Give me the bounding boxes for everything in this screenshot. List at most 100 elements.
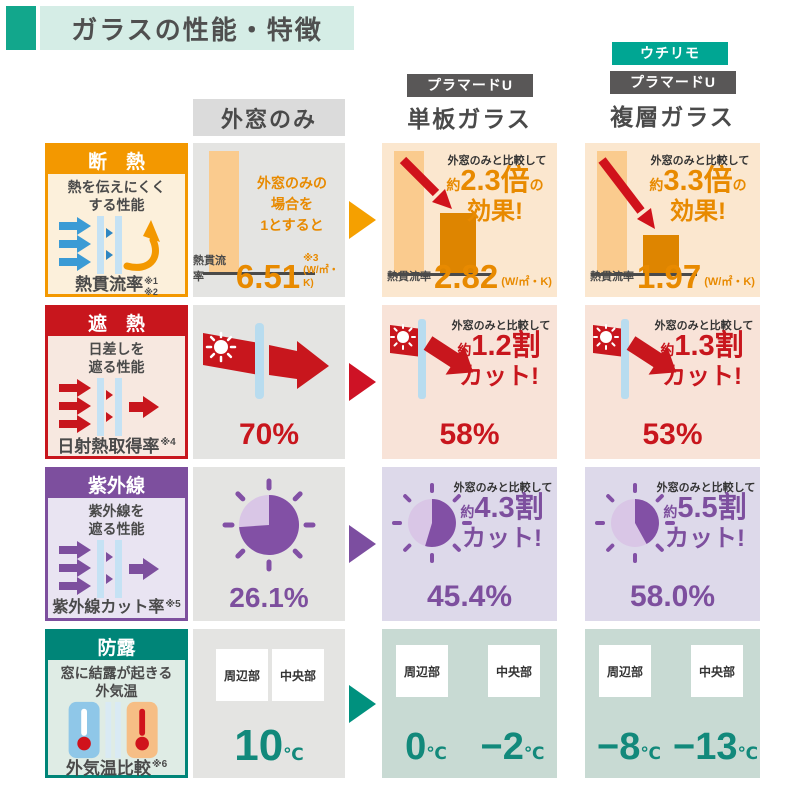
temp-unit: ℃ (426, 744, 447, 763)
uvalue-note: ※3 (303, 252, 319, 264)
center-label-box: 中央部 (488, 645, 540, 697)
row-uv: 紫外線 紫外線を 遮る性能 紫外線カット率 ※5 (0, 467, 800, 621)
insulation-note-1: ※1 (144, 276, 158, 287)
condensation-title: 防露 (48, 632, 185, 660)
row-insulation: 断 熱 熱を伝えにくく する性能 熱貫流率 (0, 143, 800, 297)
insulation-note-2: ※2 (144, 286, 158, 297)
shading-outer-value: 70% (238, 418, 300, 451)
approx-prefix: 約 (460, 504, 475, 520)
uv-double-cell: 外窓のみと比較して 約5.5割 カット! 58.0% (585, 467, 760, 621)
center-label-box: 中央部 (272, 649, 324, 701)
effect-label: カット! (459, 363, 539, 390)
sun-pie-icon (222, 478, 316, 572)
sun-arrow-icon (203, 323, 329, 399)
bar-improved (643, 235, 679, 273)
shading-single-value: 58% (439, 418, 500, 451)
badge-plamard-u-double: プラマードU (610, 71, 736, 94)
ratio-value: 4.3割 (474, 492, 544, 524)
temp-unit: ℃ (523, 744, 545, 763)
sun-pie-icon (392, 483, 472, 563)
uvalue-metric-label: 熱貫流率 (387, 271, 432, 283)
condensation-desc-line1: 窓に結露が起きる (60, 665, 173, 681)
compare-note: 外窓のみと比較して (656, 482, 756, 494)
effect-label: カット! (662, 363, 742, 390)
shading-desc-line1: 日差しを (88, 341, 145, 357)
condensation-metric-label: 外気温比較 (65, 759, 151, 779)
ratio-value: 2.3倍 (460, 165, 530, 197)
insulation-double-cell: 外窓のみと比較して 約3.3倍の 効果! 熱貫流率 1.97 (W/㎡・K) (585, 143, 760, 297)
condensation-label-cell: 防露 窓に結露が起きる 外気温 外気温比較 ※6 (45, 629, 188, 778)
uv-label-cell: 紫外線 紫外線を 遮る性能 紫外線カット率 ※5 (45, 467, 188, 621)
bar-baseline (203, 272, 315, 275)
bar-baseline (388, 273, 494, 276)
uv-desc-line1: 紫外線を (88, 503, 145, 519)
ratio-suffix: の (732, 177, 747, 193)
uvalue-single: 2.82 (434, 257, 499, 295)
uvalue-outer: 6.51 (235, 257, 301, 295)
right-arrow-icon (349, 363, 376, 401)
badge-plamard-u-single: プラマードU (407, 74, 533, 97)
insulation-outer-cell: 外窓のみの 場合を 1とすると 熱貫流率 6.51 ※3 (W/㎡・K) (193, 143, 345, 297)
condensation-double-cell: 周辺部 中央部 −8℃ −13℃ (585, 629, 760, 778)
right-arrow-icon (349, 201, 376, 239)
condensation-note: ※6 (151, 759, 168, 771)
sun-arrow-cut-icon (390, 319, 474, 399)
right-arrow-icon (349, 525, 376, 563)
shading-label-cell: 遮 熱 日差しを 遮る性能 日射熱取得率 ※4 (45, 305, 188, 459)
shading-metric-label: 日射熱取得率 (57, 437, 160, 457)
condensation-outer-cell: 周辺部 中央部 10℃ (193, 629, 345, 778)
uv-desc-line2: 遮る性能 (88, 521, 145, 538)
column-header-outer-only: 外窓のみ (193, 99, 345, 136)
uv-arrows-icon (58, 540, 159, 599)
edge-label-box: 周辺部 (216, 649, 268, 701)
ratio-value: 3.3倍 (663, 165, 733, 197)
header-accent-square (6, 6, 36, 50)
uv-single-cell: 外窓のみと比較して 約4.3割 カット! 45.4% (382, 467, 557, 621)
row-condensation: 防露 窓に結露が起きる 外気温 外気温比較 ※6 周辺部 (0, 629, 800, 778)
column-header-single-glass: 単板ガラス (407, 106, 532, 132)
outer-note-line1: 外窓のみの (257, 175, 327, 191)
uv-outer-cell: 26.1% (193, 467, 345, 621)
heat-arrows-icon (58, 378, 159, 437)
approx-prefix: 約 (649, 177, 664, 193)
insulation-single-cell: 外窓のみと比較して 約2.3倍の 効果! 熱貫流率 2.82 (W/㎡・K) (382, 143, 557, 297)
thermometer-icon (68, 702, 158, 759)
sun-pie-icon (595, 483, 675, 563)
outer-note-line2: 場合を (271, 196, 313, 212)
badge-uchirimo: ウチリモ (612, 42, 728, 65)
temp-unit: ℃ (737, 744, 759, 763)
bar-improved (440, 213, 476, 273)
compare-note: 外窓のみと比較して (654, 320, 754, 332)
uvalue-unit: (W/㎡・K) (501, 276, 552, 288)
uv-single-value: 45.4% (426, 580, 513, 613)
ratio-value: 5.5割 (677, 492, 747, 524)
approx-prefix: 約 (663, 504, 678, 520)
compare-note: 外窓のみと比較して (650, 155, 750, 167)
effect-label: 効果! (670, 198, 726, 225)
temp-center-double: −13 (673, 726, 738, 768)
shading-double-value: 53% (642, 418, 703, 451)
shading-outer-cell: 70% (193, 305, 345, 459)
row-shading: 遮 熱 日差しを 遮る性能 日射熱取得率 ※4 (0, 305, 800, 459)
uv-note: ※5 (165, 599, 181, 611)
temp-center-single: −2 (480, 726, 524, 768)
effect-label: 効果! (467, 198, 523, 225)
temp-outer: 10 (234, 721, 284, 770)
insulation-desc-line2: する性能 (88, 197, 145, 214)
approx-prefix: 約 (457, 342, 472, 358)
bar-baseline (591, 273, 697, 276)
uv-metric-label: 紫外線カット率 (52, 599, 165, 617)
column-header-double-glass: 複層ガラス (610, 104, 735, 130)
down-arrow-icon (399, 156, 452, 209)
shading-double-cell: 外窓のみと比較して 約1.3割 カット! 53% (585, 305, 760, 459)
effect-label: カット! (665, 525, 745, 552)
bar-outer-reference (209, 151, 239, 272)
compare-note: 外窓のみと比較して (451, 320, 551, 332)
condensation-single-cell: 周辺部 中央部 0℃ −2℃ (382, 629, 557, 778)
effect-label: カット! (462, 525, 542, 552)
down-arrow-icon (598, 157, 655, 229)
page-title: ガラスの性能・特徴 (40, 6, 354, 50)
temp-unit: ℃ (283, 745, 304, 764)
uv-double-value: 58.0% (629, 580, 716, 613)
